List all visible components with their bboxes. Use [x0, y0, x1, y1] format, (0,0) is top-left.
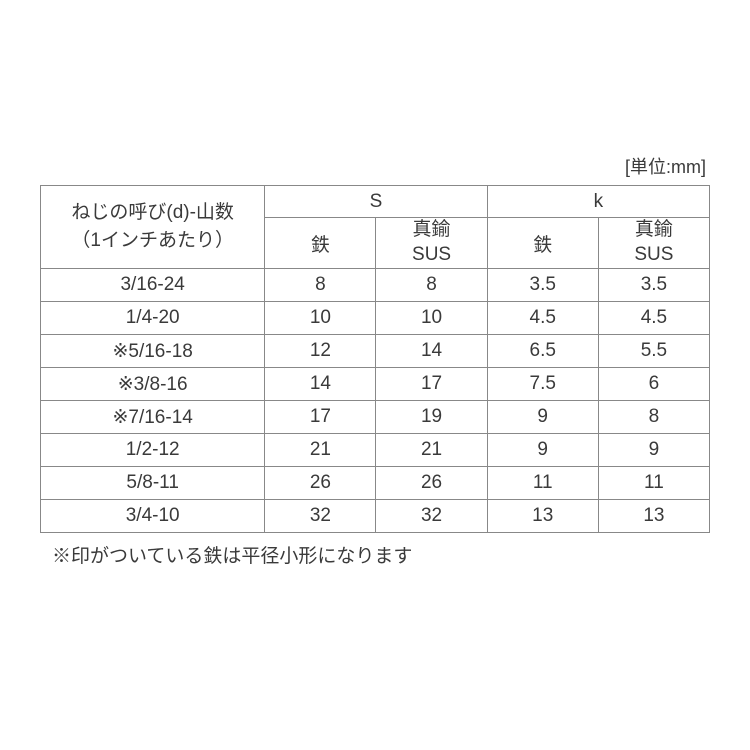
cell-name: ※7/16-14 — [41, 401, 265, 434]
cell-s-iron: 8 — [265, 269, 376, 302]
spec-table: ねじの呼び(d)-山数 （1インチあたり） S k 鉄 真鍮 SUS 鉄 真鍮 … — [40, 185, 710, 533]
cell-k-brass: 3.5 — [598, 269, 709, 302]
header-main-line2: （1インチあたり） — [71, 230, 234, 251]
cell-k-iron: 13 — [487, 500, 598, 533]
header-main-col: ねじの呼び(d)-山数 （1インチあたり） — [41, 186, 265, 269]
cell-name: 3/4-10 — [41, 500, 265, 533]
cell-s-brass: 32 — [376, 500, 487, 533]
header-k-brass: 真鍮 SUS — [598, 218, 709, 269]
cell-k-iron: 9 — [487, 434, 598, 467]
table-row: 3/16-24883.53.5 — [41, 269, 710, 302]
cell-k-brass: 13 — [598, 500, 709, 533]
cell-k-iron: 6.5 — [487, 335, 598, 368]
header-s-brass-l2: SUS — [412, 244, 451, 265]
cell-k-iron: 7.5 — [487, 368, 598, 401]
cell-k-iron: 4.5 — [487, 302, 598, 335]
cell-s-brass: 14 — [376, 335, 487, 368]
header-group-k: k — [487, 186, 709, 218]
cell-k-brass: 9 — [598, 434, 709, 467]
header-s-brass-l1: 真鍮 — [413, 219, 451, 240]
header-k-iron: 鉄 — [487, 218, 598, 269]
cell-s-brass: 8 — [376, 269, 487, 302]
cell-s-brass: 21 — [376, 434, 487, 467]
cell-k-brass: 8 — [598, 401, 709, 434]
cell-name: 5/8-11 — [41, 467, 265, 500]
cell-s-iron: 21 — [265, 434, 376, 467]
cell-name: 1/4-20 — [41, 302, 265, 335]
table-row: 5/8-1126261111 — [41, 467, 710, 500]
cell-k-brass: 11 — [598, 467, 709, 500]
header-k-brass-l2: SUS — [634, 244, 673, 265]
cell-name: ※5/16-18 — [41, 335, 265, 368]
cell-name: ※3/8-16 — [41, 368, 265, 401]
cell-s-iron: 14 — [265, 368, 376, 401]
cell-s-iron: 32 — [265, 500, 376, 533]
cell-s-brass: 10 — [376, 302, 487, 335]
header-s-iron: 鉄 — [265, 218, 376, 269]
table-row: ※5/16-1812146.55.5 — [41, 335, 710, 368]
cell-name: 1/2-12 — [41, 434, 265, 467]
cell-k-brass: 4.5 — [598, 302, 709, 335]
unit-label: [単位:mm] — [40, 153, 710, 179]
cell-s-iron: 17 — [265, 401, 376, 434]
cell-s-brass: 26 — [376, 467, 487, 500]
table-row: ※3/8-1614177.56 — [41, 368, 710, 401]
cell-s-iron: 26 — [265, 467, 376, 500]
cell-s-iron: 10 — [265, 302, 376, 335]
header-main-line1: ねじの呼び(d)-山数 — [71, 202, 234, 223]
table-row: 1/2-12212199 — [41, 434, 710, 467]
footnote: ※印がついている鉄は平径小形になります — [40, 541, 710, 568]
cell-k-iron: 11 — [487, 467, 598, 500]
header-k-brass-l1: 真鍮 — [635, 219, 673, 240]
cell-k-brass: 5.5 — [598, 335, 709, 368]
table-body: 3/16-24883.53.51/4-2010104.54.5※5/16-181… — [41, 269, 710, 533]
table-row: ※7/16-14171998 — [41, 401, 710, 434]
cell-s-iron: 12 — [265, 335, 376, 368]
cell-name: 3/16-24 — [41, 269, 265, 302]
header-group-s: S — [265, 186, 487, 218]
cell-k-iron: 9 — [487, 401, 598, 434]
header-s-brass: 真鍮 SUS — [376, 218, 487, 269]
cell-k-iron: 3.5 — [487, 269, 598, 302]
cell-s-brass: 17 — [376, 368, 487, 401]
table-row: 1/4-2010104.54.5 — [41, 302, 710, 335]
table-row: 3/4-1032321313 — [41, 500, 710, 533]
cell-s-brass: 19 — [376, 401, 487, 434]
cell-k-brass: 6 — [598, 368, 709, 401]
